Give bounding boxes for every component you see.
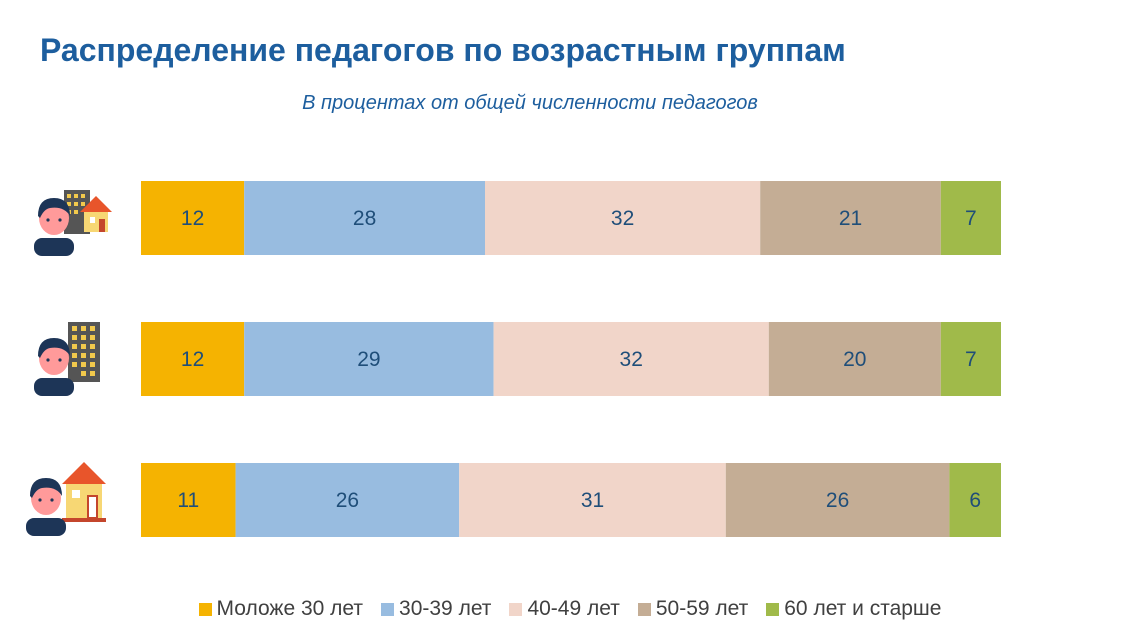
legend-swatch — [766, 602, 780, 616]
bar-value-label: 32 — [611, 207, 634, 230]
bar-value-label: 6 — [969, 489, 981, 512]
legend-swatch — [198, 602, 212, 616]
bar-segment-3-3 — [459, 463, 726, 537]
bar-value-label: 12 — [181, 207, 204, 230]
bar-segment-1-5 — [940, 181, 1001, 255]
bar-value-label: 28 — [353, 207, 376, 230]
bar-value-label: 7 — [965, 348, 977, 371]
bar-value-label: 26 — [826, 489, 849, 512]
bar-segment-2-2 — [244, 322, 494, 396]
legend-item: 60 лет и старше — [766, 597, 941, 621]
bar-segment-1-4 — [760, 181, 941, 255]
legend-label: 40-49 лет — [527, 597, 620, 620]
bar-value-label: 31 — [581, 489, 604, 512]
bar-segment-2-5 — [940, 322, 1001, 396]
bar-value-label: 7 — [965, 207, 977, 230]
legend-swatch — [509, 602, 523, 616]
legend-item: Моложе 30 лет — [198, 597, 364, 621]
legend-swatch — [637, 602, 651, 616]
bar-segment-1-2 — [244, 181, 485, 255]
bar-segment-2-4 — [768, 322, 941, 396]
legend-item: 40-49 лет — [509, 597, 620, 621]
legend-label: Моложе 30 лет — [216, 597, 364, 620]
legend-item: 30-39 лет — [381, 597, 491, 621]
legend-label: 60 лет и старше — [784, 597, 942, 620]
bar-segment-2-1 — [141, 322, 245, 396]
teacher-village-icon — [22, 458, 112, 543]
bar-segment-1-3 — [485, 181, 761, 255]
chart-legend: Моложе 30 лет 30-39 лет 40-49 лет 50-59 лет… — [0, 597, 1140, 621]
bar-value-label: 29 — [357, 348, 380, 371]
bar-segment-3-1 — [141, 463, 236, 537]
bar-segment-2-3 — [493, 322, 769, 396]
legend-label: 50-59 лет — [655, 597, 749, 620]
legend-swatch — [381, 602, 395, 616]
bar-value-label: 32 — [620, 348, 643, 371]
chart-subtitle: В процентах от общей численности педагог… — [302, 92, 758, 114]
page-title: Распределение педагогов по возрастным гр… — [40, 32, 846, 68]
bar-segment-3-5 — [949, 463, 1001, 537]
bar-value-label: 21 — [839, 207, 862, 230]
bar-segment-1-1 — [141, 181, 245, 255]
bar-value-label: 26 — [336, 489, 359, 512]
bar-segment-3-4 — [725, 463, 950, 537]
bar-segment-3-2 — [235, 463, 460, 537]
teacher-city-icon — [30, 320, 114, 401]
bar-value-label: 11 — [177, 489, 199, 512]
bar-value-label: 20 — [843, 348, 866, 371]
legend-label: 30-39 лет — [399, 597, 492, 620]
legend-item: 50-59 лет — [637, 597, 749, 621]
bar-value-label: 12 — [181, 348, 204, 371]
teacher-city-and-village-icon — [30, 186, 114, 261]
